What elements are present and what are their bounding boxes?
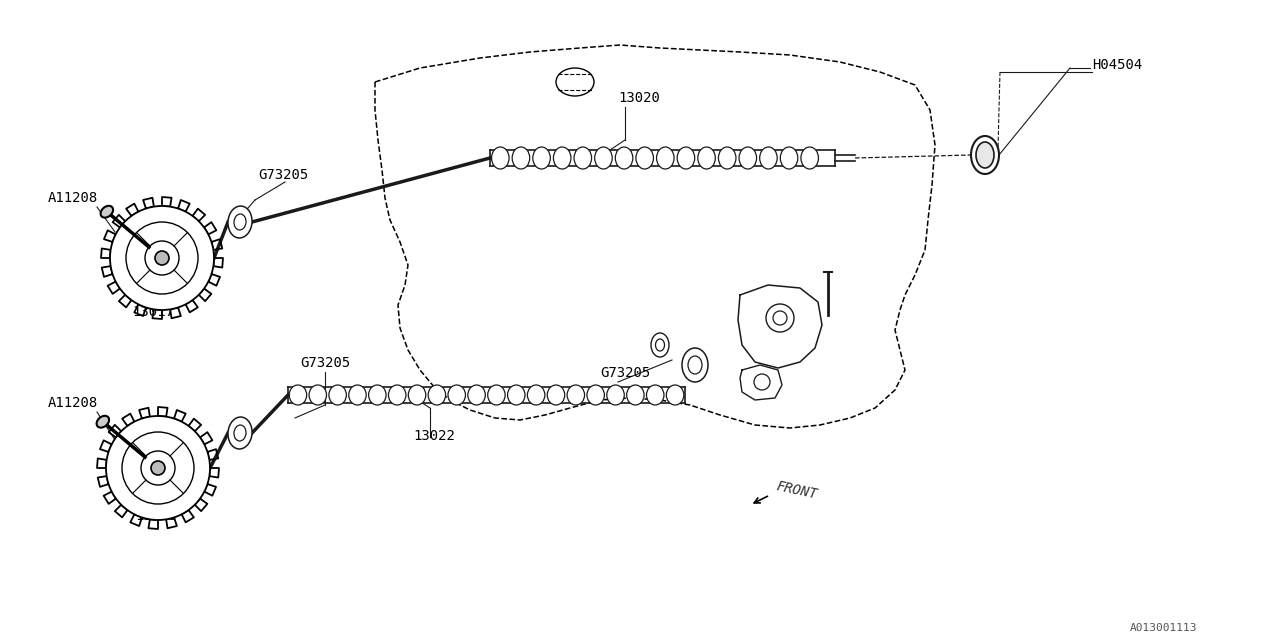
Ellipse shape (567, 385, 585, 405)
Ellipse shape (677, 147, 695, 169)
Ellipse shape (607, 385, 625, 405)
Ellipse shape (408, 385, 426, 405)
Ellipse shape (972, 136, 998, 174)
Ellipse shape (532, 147, 550, 169)
Ellipse shape (228, 206, 252, 238)
Text: H04504: H04504 (1092, 58, 1142, 72)
Text: G73205: G73205 (259, 168, 308, 182)
Ellipse shape (234, 425, 246, 441)
Ellipse shape (348, 385, 366, 405)
Ellipse shape (636, 147, 654, 169)
Ellipse shape (652, 333, 669, 357)
Ellipse shape (646, 385, 664, 405)
Ellipse shape (781, 147, 797, 169)
Ellipse shape (428, 385, 445, 405)
Ellipse shape (527, 385, 545, 405)
Text: G73205: G73205 (300, 356, 351, 370)
Circle shape (151, 461, 165, 475)
Text: 13022: 13022 (413, 429, 454, 443)
Ellipse shape (96, 416, 109, 428)
Ellipse shape (289, 385, 307, 405)
Ellipse shape (682, 348, 708, 382)
Circle shape (765, 304, 794, 332)
Text: 13017: 13017 (132, 305, 174, 319)
Circle shape (754, 374, 771, 390)
Ellipse shape (718, 147, 736, 169)
Ellipse shape (977, 142, 995, 168)
Ellipse shape (657, 147, 675, 169)
Ellipse shape (801, 147, 818, 169)
Text: FRONT: FRONT (774, 479, 819, 501)
Ellipse shape (759, 147, 777, 169)
Ellipse shape (448, 385, 466, 405)
Ellipse shape (616, 147, 632, 169)
Ellipse shape (548, 385, 564, 405)
Text: 13020: 13020 (618, 91, 660, 105)
Ellipse shape (667, 385, 684, 405)
Ellipse shape (329, 385, 347, 405)
Ellipse shape (468, 385, 485, 405)
Circle shape (155, 251, 169, 265)
Ellipse shape (488, 385, 506, 405)
Ellipse shape (492, 147, 509, 169)
Text: 13019: 13019 (134, 509, 177, 523)
Ellipse shape (234, 214, 246, 230)
Text: A11208: A11208 (49, 396, 99, 410)
Text: A11208: A11208 (49, 191, 99, 205)
Ellipse shape (388, 385, 406, 405)
Ellipse shape (698, 147, 716, 169)
Ellipse shape (588, 385, 604, 405)
Circle shape (106, 416, 210, 520)
Ellipse shape (627, 385, 644, 405)
Ellipse shape (739, 147, 756, 169)
Ellipse shape (512, 147, 530, 169)
Ellipse shape (369, 385, 387, 405)
Ellipse shape (553, 147, 571, 169)
Ellipse shape (655, 339, 664, 351)
Ellipse shape (308, 385, 326, 405)
Ellipse shape (228, 417, 252, 449)
Text: G73205: G73205 (600, 366, 650, 380)
Circle shape (110, 206, 214, 310)
Text: A013001113: A013001113 (1130, 623, 1198, 633)
Ellipse shape (573, 147, 591, 169)
Ellipse shape (689, 356, 701, 374)
Ellipse shape (508, 385, 525, 405)
Ellipse shape (595, 147, 612, 169)
Ellipse shape (101, 206, 113, 218)
